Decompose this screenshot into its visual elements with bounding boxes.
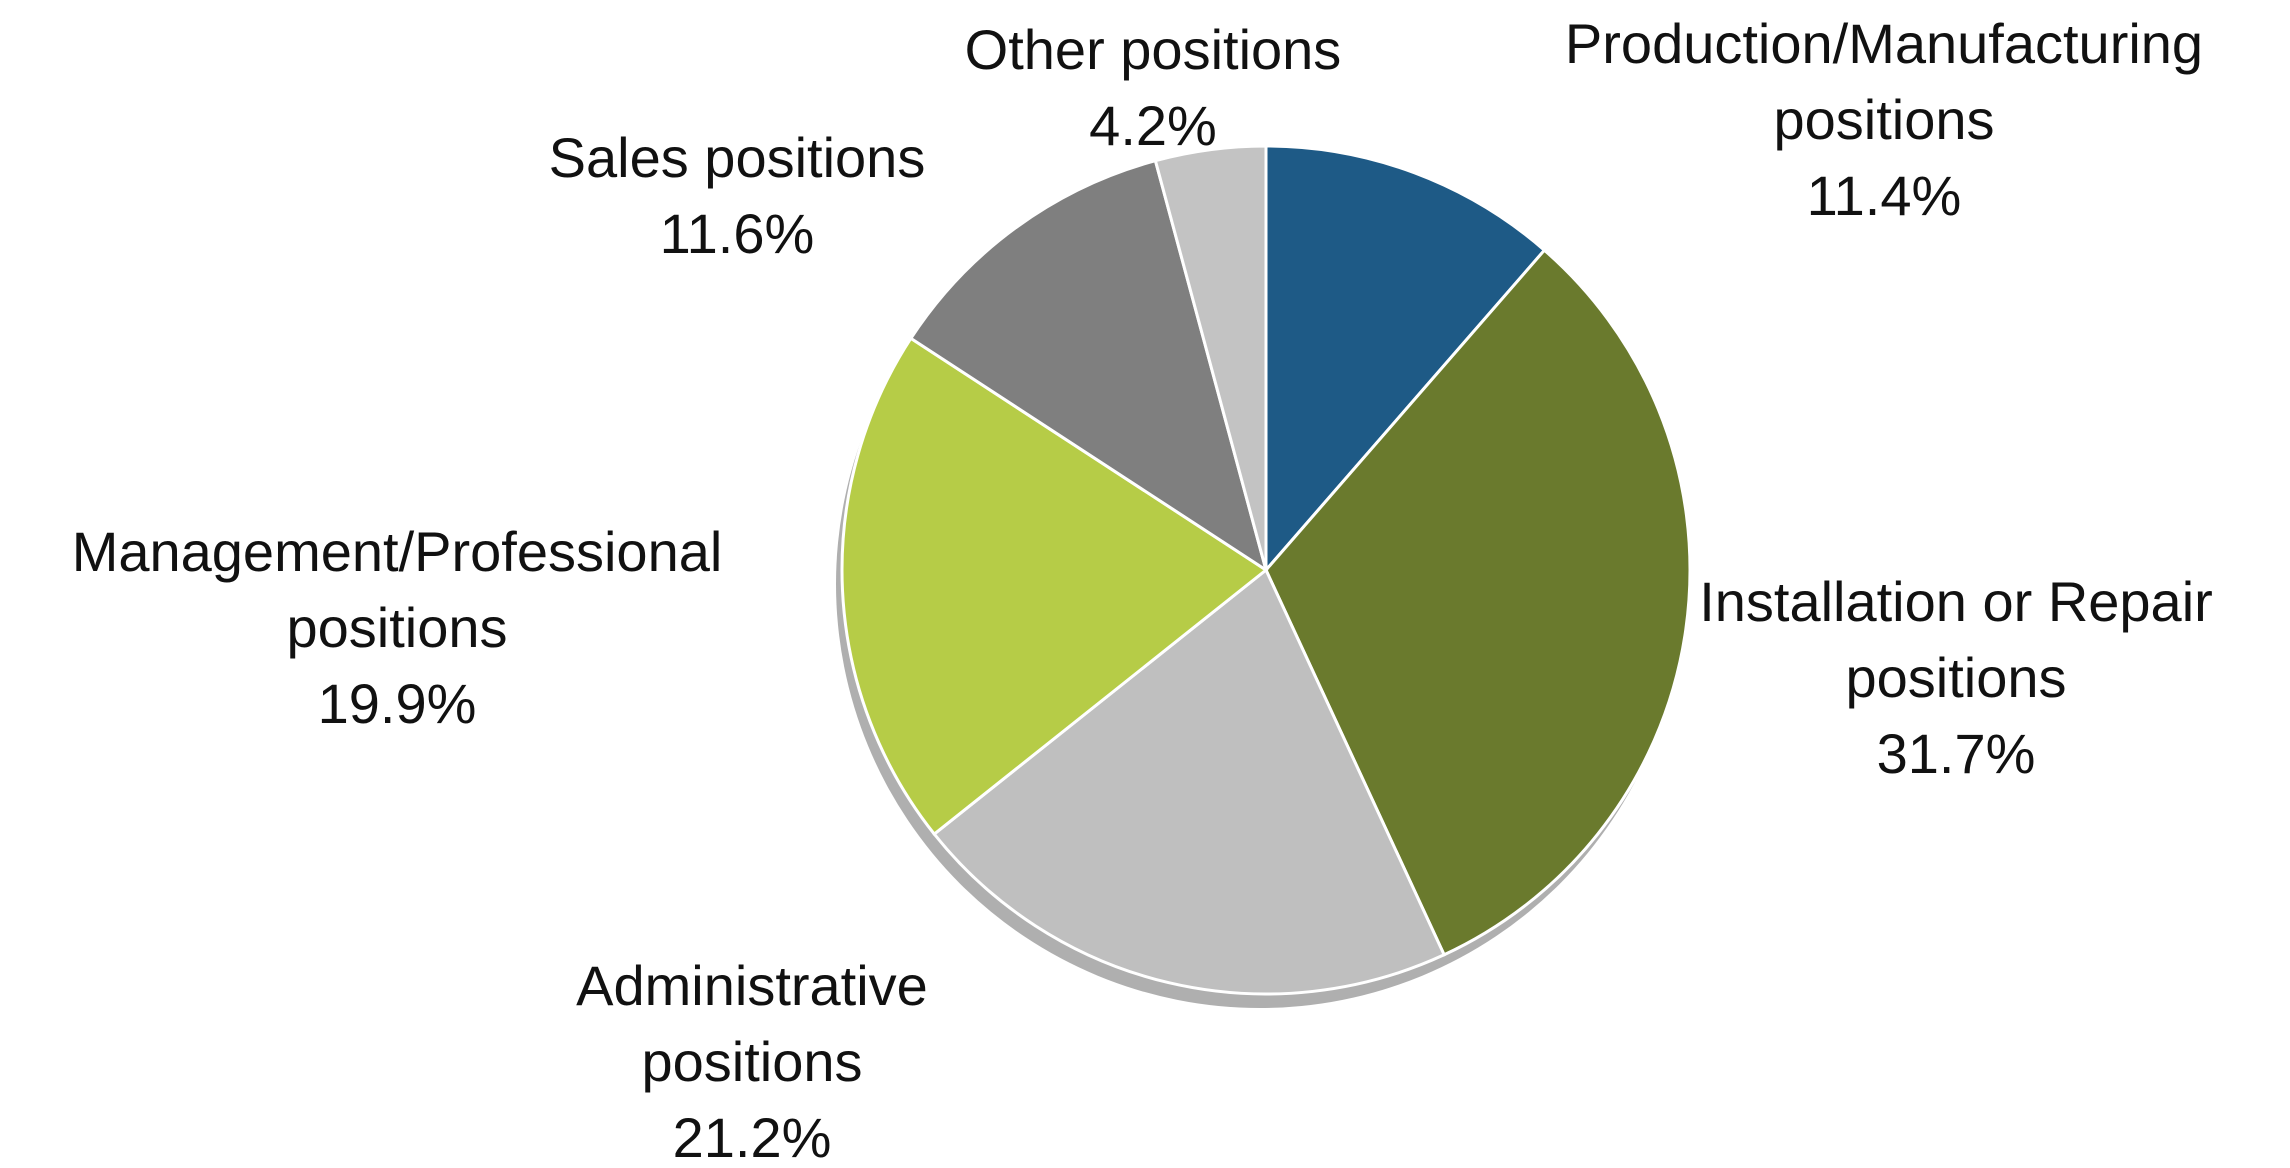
pie-slice — [1264, 144, 1547, 575]
pie-slice — [1153, 144, 1268, 571]
value-label: 19.9% — [317, 672, 477, 735]
category-label: Sales positions — [548, 126, 926, 189]
value-label: 11.4% — [1806, 164, 1962, 227]
slice-label: Administrative positions 21.2% — [522, 948, 982, 1168]
category-label: Other positions — [964, 18, 1342, 81]
pie-slice — [908, 158, 1269, 574]
value-label: 11.6% — [659, 202, 815, 265]
slice-label: Production/Manufacturing positions 11.4% — [1474, 6, 2290, 234]
value-label: 21.2% — [672, 1106, 832, 1168]
category-label: Installation or Repair positions — [1699, 570, 2213, 709]
value-label: 31.7% — [1876, 722, 2036, 785]
category-label: Management/Professional positions — [71, 520, 723, 659]
category-label: Production/Manufacturing positions — [1564, 12, 2204, 151]
slice-label: Sales positions 11.6% — [437, 120, 1037, 272]
category-label: Administrative positions — [576, 954, 928, 1093]
pie-slice — [1264, 248, 1692, 957]
slice-label: Installation or Repair positions 31.7% — [1686, 564, 2226, 792]
value-label: 4.2% — [1089, 94, 1217, 157]
pie-slice — [932, 567, 1447, 996]
slice-label: Other positions 4.2% — [853, 12, 1453, 164]
pie-slice — [840, 336, 1269, 837]
slice-label: Management/Professional positions 19.9% — [0, 514, 797, 742]
